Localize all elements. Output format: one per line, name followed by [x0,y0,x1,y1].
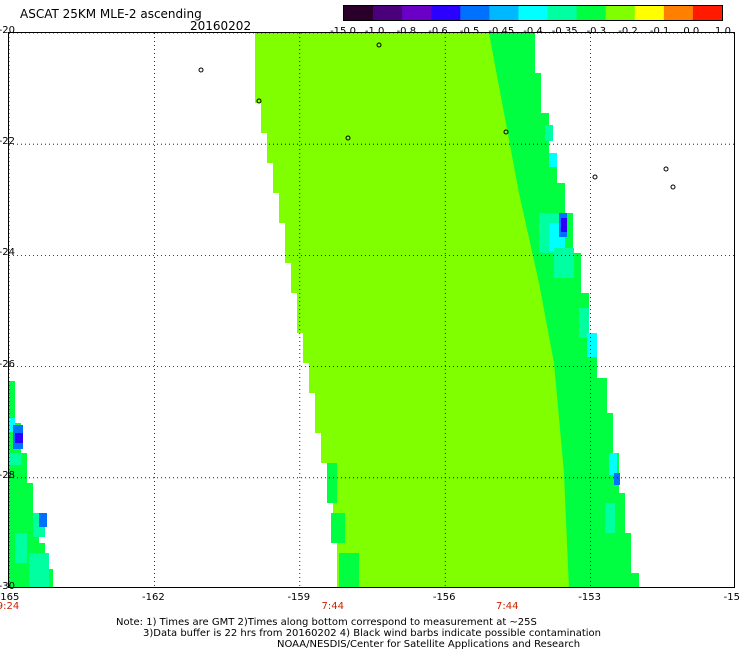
island-outline [198,67,204,73]
swath-patch [39,513,47,527]
island-outline [345,135,351,141]
note-line-1: Note: 1) Times are GMT 2)Times along bot… [116,617,537,628]
island-outline [670,184,676,190]
color-scale-segment [547,6,578,20]
swath-edge-band [489,33,639,587]
swath-patch [15,433,23,443]
color-scale-label: -1.0 [365,26,385,37]
color-scale-label: -0.35 [552,26,578,37]
swath-patch [331,513,345,543]
color-scale-segment [344,6,374,20]
color-scale-label: 1.0 [715,26,731,37]
latitude-label: -24 [0,247,15,259]
color-scale-label: -0.5 [460,26,480,37]
latitude-label: -20 [0,25,15,36]
color-scale-label: -0.4 [523,26,543,37]
swath-patch [29,553,49,587]
color-scale-segment [663,6,694,20]
note-line-2: 3)Data buffer is 22 hrs from 20160202 4)… [143,628,601,639]
longitude-label: -150 [723,592,740,603]
longitude-label: -153 [578,592,601,603]
longitude-label: -162 [142,592,165,603]
color-scale-segment [373,6,403,20]
swath-patch [549,153,557,167]
color-scale-segment [605,6,636,20]
swath-patch [545,125,553,141]
color-scale-segment [402,6,432,20]
time-label: 7:44 [321,601,344,612]
color-scale-label: 0.0 [683,26,699,37]
swath-patch [614,473,620,485]
color-scale-label: -0.8 [397,26,417,37]
island-outline [256,98,262,104]
longitude-label: -159 [287,592,311,603]
swath-patch [609,453,617,475]
longitude-label: -165 [0,592,20,603]
color-scale-segment [692,6,722,20]
map-date: 20160202 [190,19,252,33]
swath-patch [561,218,567,232]
color-scale-label: -0.2 [618,26,638,37]
time-label: 7:44 [495,601,519,612]
swath-patch [605,503,615,533]
color-scale-bar [343,5,723,21]
wind-swath-map [9,33,734,587]
color-scale-segment [576,6,607,20]
color-scale-label: -0.1 [650,26,670,37]
longitude-label: -156 [432,592,456,603]
map-plot-area[interactable] [8,32,735,588]
color-scale-segment [634,6,665,20]
color-scale-segment [518,6,549,20]
island-outline [663,166,669,172]
swath-patch [339,553,359,587]
color-scale-label: -15.0 [330,26,356,37]
island-outline [376,42,382,48]
color-scale-label: -0.45 [488,26,514,37]
color-scale-segment [431,6,461,20]
latitude-label: -28 [0,469,15,481]
color-scale-segment [489,6,519,20]
map-title: ASCAT 25KM MLE-2 ascending [20,7,202,21]
color-scale-label: -0.6 [428,26,448,37]
swath-patch [554,248,574,278]
swath-patch [9,418,15,432]
latitude-label: -30 [0,581,15,592]
island-outline [503,129,509,135]
color-scale-label: -0.3 [587,26,607,37]
latitude-label: -26 [0,358,15,370]
color-scale-segment [460,6,490,20]
latitude-label: -22 [0,136,15,148]
swath-patch [327,463,337,503]
swath-patch [579,308,589,338]
note-line-3: NOAA/NESDIS/Center for Satellite Applica… [277,639,581,650]
swath-patch [9,453,21,465]
island-outline [592,174,598,180]
time-label: 9:24 [0,601,20,612]
swath-patch [587,333,597,357]
swath-patch [15,533,27,563]
